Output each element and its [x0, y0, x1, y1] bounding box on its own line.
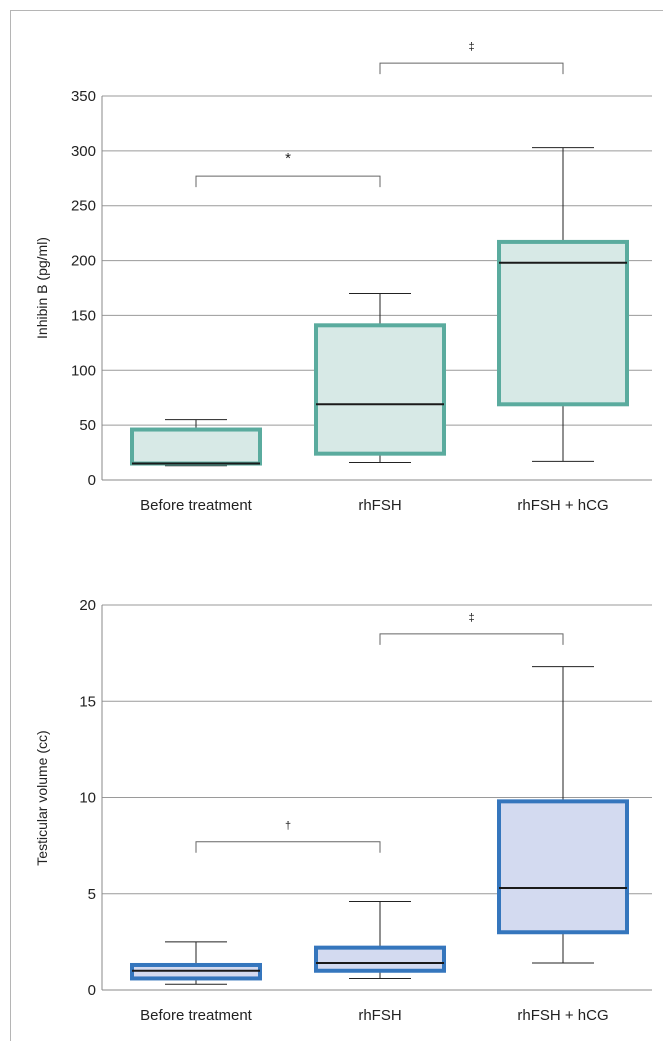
significance-marker: †: [285, 820, 291, 832]
box-iqr: [497, 799, 629, 935]
significance-bracket-1: †: [195, 820, 381, 853]
y-tick-label: 150: [71, 307, 96, 324]
x-category-label: rhFSH: [358, 497, 401, 514]
significance-bracket-2: ‡: [379, 41, 564, 75]
box-iqr: [314, 323, 446, 456]
y-tick-label: 10: [79, 790, 96, 807]
y-tick-label: 100: [71, 362, 96, 379]
y-tick-label: 5: [88, 886, 96, 903]
significance-bracket-2: ‡: [379, 612, 564, 645]
bracket-line: [379, 633, 564, 645]
y-tick-label: 0: [88, 472, 96, 489]
box-iqr: [314, 945, 446, 973]
significance-marker: ‡: [468, 612, 474, 624]
x-category-label: Before treatment: [140, 1007, 253, 1024]
box-2: [314, 900, 446, 979]
bracket-line: [195, 841, 381, 853]
y-tick-label: 300: [71, 143, 96, 160]
y-tick-label: 200: [71, 253, 96, 270]
y-tick-label: 50: [79, 417, 96, 434]
chart-panel-1: 0 50 100 150 200 250 300 350 Inhibin B (pg/ml) Be…: [34, 41, 652, 514]
y-tick-label: 350: [71, 88, 96, 105]
chart-panel-2: 0 5 10 15 20 Testicular volume (cc) Before tre…: [34, 597, 652, 1024]
y-axis-label: Inhibin B (pg/ml): [34, 237, 50, 339]
box-iqr: [497, 239, 629, 407]
significance-marker: *: [285, 150, 291, 167]
box-1: [130, 419, 262, 467]
y-tick-label: 250: [71, 198, 96, 215]
significance-bracket-1: *: [195, 150, 381, 188]
x-category-label: Before treatment: [140, 497, 253, 514]
x-category-label: rhFSH + hCG: [517, 1007, 608, 1024]
y-axis-label: Testicular volume (cc): [34, 730, 50, 865]
significance-marker: ‡: [468, 41, 474, 53]
y-tick-label: 15: [79, 693, 96, 710]
box-3: [497, 147, 629, 462]
bracket-line: [195, 175, 381, 188]
box-2: [314, 292, 446, 463]
y-tick-label: 0: [88, 982, 96, 999]
bracket-line: [379, 62, 564, 75]
figure-frame: [10, 10, 663, 1041]
x-category-label: rhFSH: [358, 1007, 401, 1024]
box-1: [130, 941, 262, 985]
box-iqr: [130, 427, 262, 466]
y-tick-label: 20: [79, 597, 96, 614]
x-category-label: rhFSH + hCG: [517, 497, 608, 514]
box-3: [497, 666, 629, 964]
